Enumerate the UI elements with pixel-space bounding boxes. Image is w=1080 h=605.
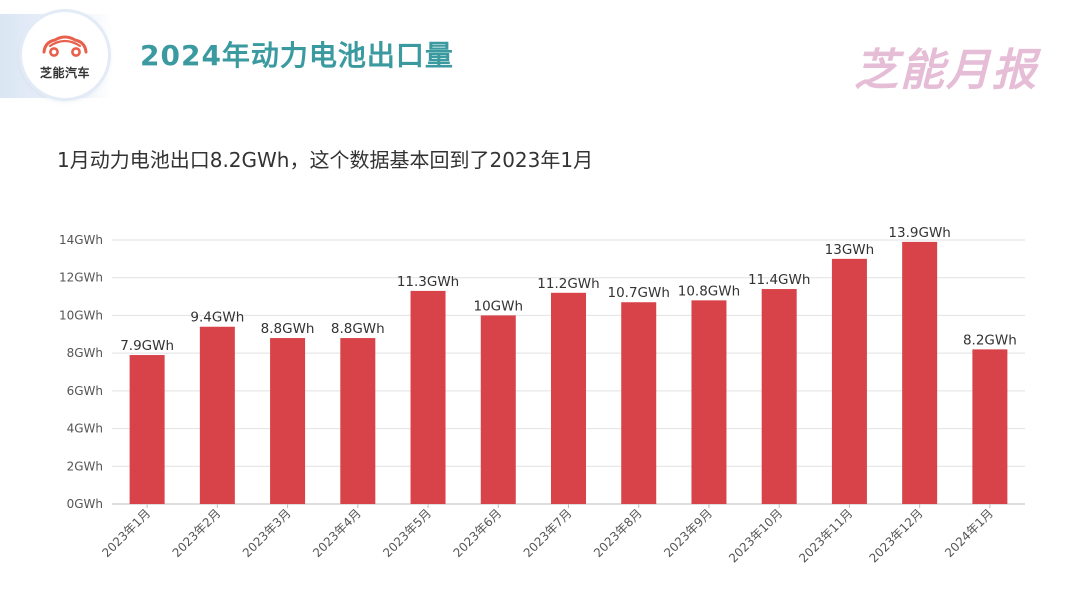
data-label: 10.7GWh	[608, 285, 670, 301]
data-label: 10.8GWh	[678, 283, 740, 299]
bar	[972, 349, 1008, 504]
bar	[270, 338, 306, 504]
bar	[691, 300, 727, 504]
x-tick-label: 2023年10月	[726, 506, 785, 565]
y-tick-label: 0GWh	[67, 497, 103, 511]
bar	[902, 241, 938, 504]
data-label: 9.4GWh	[190, 310, 244, 326]
bar	[410, 290, 446, 504]
brand-watermark: 芝能月报	[854, 45, 1038, 96]
logo-text: 芝能汽车	[39, 66, 90, 80]
x-tick-label: 2023年12月	[867, 506, 926, 565]
y-tick-label: 6GWh	[67, 384, 103, 398]
y-tick-label: 8GWh	[67, 346, 103, 360]
x-tick-label: 2023年5月	[380, 506, 434, 560]
y-tick-label: 14GWh	[59, 233, 103, 247]
car-logo-icon	[42, 35, 88, 57]
data-label: 11.2GWh	[537, 276, 599, 292]
logo: 芝能汽车	[22, 12, 108, 98]
data-label: 8.8GWh	[261, 321, 315, 337]
data-label: 8.8GWh	[331, 321, 385, 337]
y-tick-label: 4GWh	[67, 422, 103, 436]
bar	[129, 355, 165, 504]
x-tick-label: 2023年6月	[451, 506, 505, 560]
bar	[199, 326, 235, 504]
bar	[340, 338, 376, 504]
chart-subtitle: 1月动力电池出口8.2GWh，这个数据基本回到了2023年1月	[57, 148, 594, 172]
data-label: 11.4GWh	[748, 272, 810, 288]
x-tick-label: 2023年11月	[796, 506, 855, 565]
bar	[761, 289, 797, 504]
bar	[480, 315, 516, 504]
bar	[551, 292, 586, 504]
data-label: 13.9GWh	[888, 225, 950, 241]
x-tick-label: 2024年1月	[942, 506, 996, 560]
data-label: 13GWh	[825, 242, 875, 258]
bar	[621, 302, 657, 504]
y-tick-label: 12GWh	[59, 271, 103, 285]
data-label: 11.3GWh	[397, 274, 459, 290]
x-tick-label: 2023年2月	[170, 506, 224, 560]
data-label: 7.9GWh	[120, 338, 174, 354]
x-tick-label: 2023年7月	[521, 506, 575, 560]
y-tick-label: 2GWh	[67, 459, 103, 473]
page-title: 2024年动力电池出口量	[140, 39, 454, 72]
data-label: 10GWh	[473, 298, 523, 314]
x-tick-label: 2023年9月	[661, 506, 715, 560]
x-tick-label: 2023年4月	[310, 506, 364, 560]
data-label: 8.2GWh	[963, 332, 1017, 348]
x-tick-label: 2023年8月	[591, 506, 645, 560]
bar	[831, 258, 867, 504]
y-tick-label: 10GWh	[59, 308, 103, 322]
x-tick-label: 2023年3月	[240, 506, 294, 560]
x-tick-label: 2023年1月	[99, 506, 153, 560]
